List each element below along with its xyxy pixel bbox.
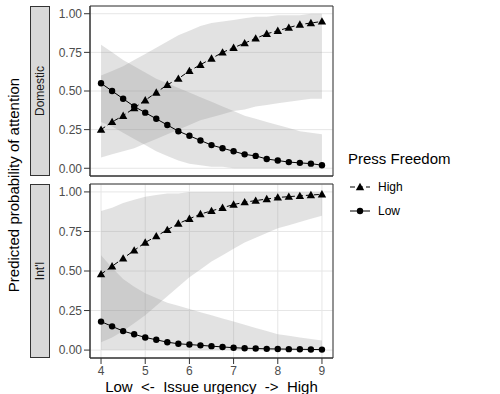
svg-text:5: 5 xyxy=(142,364,149,378)
html-text:Predicted probability of atten: Predicted probability of attention xyxy=(4,77,22,293)
svg-text:0.50: 0.50 xyxy=(59,264,83,278)
svg-text:7: 7 xyxy=(230,364,237,378)
svg-text:0.25: 0.25 xyxy=(59,304,83,318)
svg-text:0.75: 0.75 xyxy=(59,46,83,60)
svg-text:4: 4 xyxy=(98,364,105,378)
svg-text:0.50: 0.50 xyxy=(59,84,83,98)
html-text:Int'l: Int'l xyxy=(33,261,47,281)
svg-text:0.00: 0.00 xyxy=(59,162,83,176)
svg-text:9: 9 xyxy=(319,364,326,378)
html-text:Low <- Issue urgency -> High: Low <- Issue urgency -> High xyxy=(105,378,318,394)
svg-text:1.00: 1.00 xyxy=(59,7,83,21)
svg-text:1.00: 1.00 xyxy=(59,185,83,199)
html-text:Low: Low xyxy=(378,204,400,218)
svg-text:0.75: 0.75 xyxy=(59,225,83,239)
html-text:Press Freedom: Press Freedom xyxy=(348,150,451,167)
svg-text:0.25: 0.25 xyxy=(59,123,83,137)
html-text:Domestic: Domestic xyxy=(33,66,47,116)
svg-text:6: 6 xyxy=(186,364,193,378)
svg-text:8: 8 xyxy=(274,364,281,378)
svg-text:0.00: 0.00 xyxy=(59,343,83,357)
html-text:High: High xyxy=(378,180,403,194)
